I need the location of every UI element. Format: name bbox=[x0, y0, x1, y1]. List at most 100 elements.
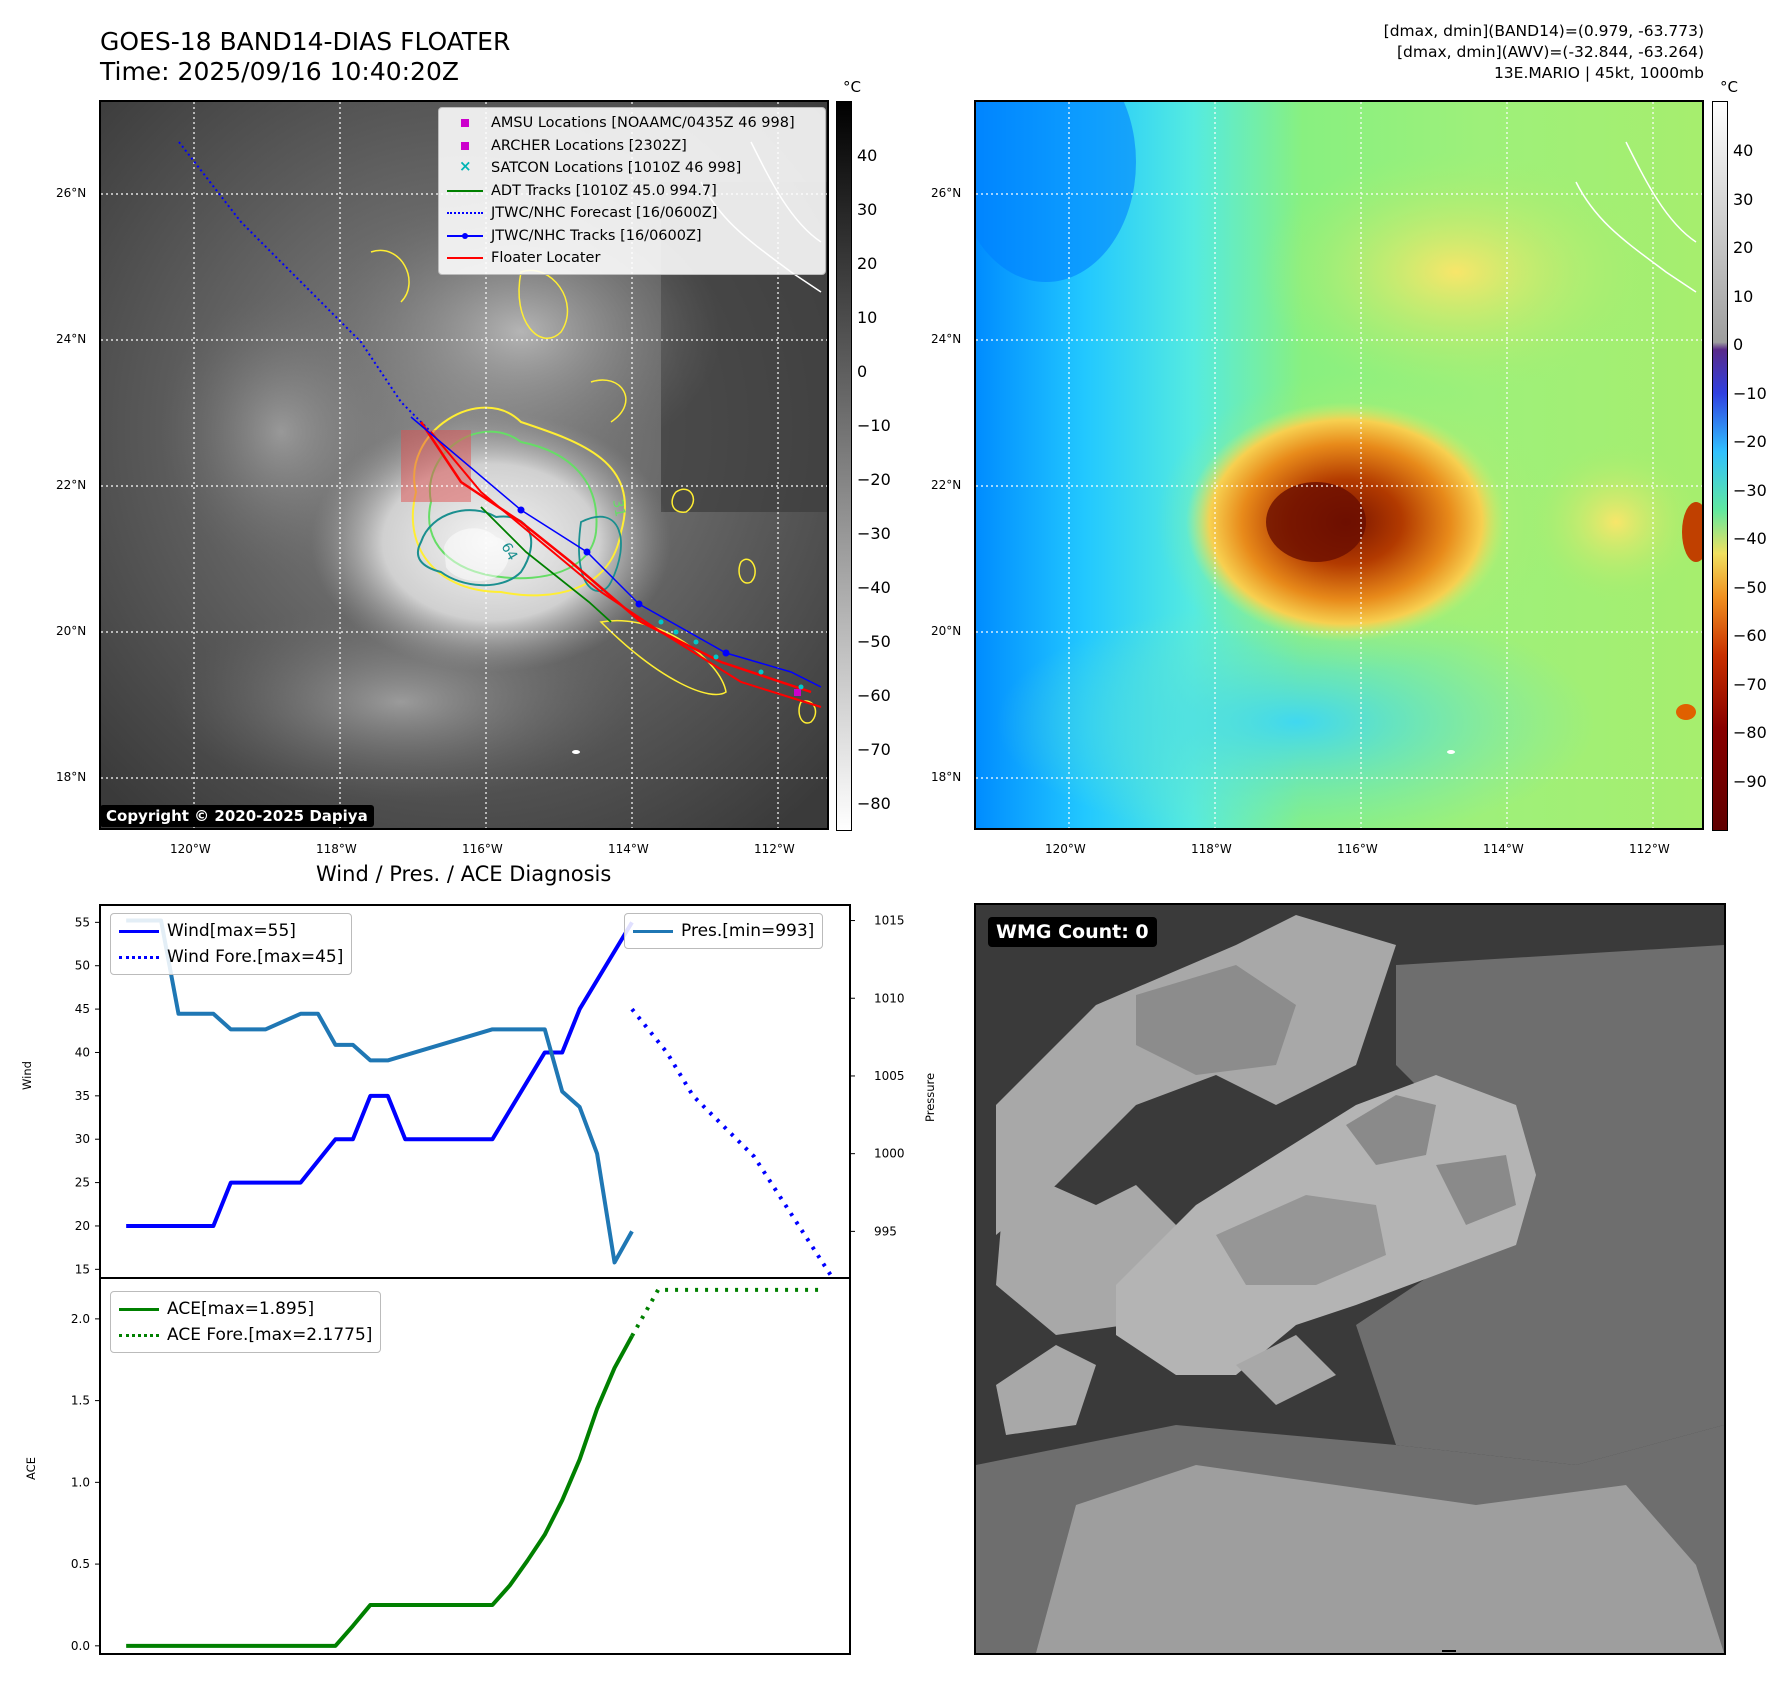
ir-map-panel: 31 64 AMSU Locations [NOAAMC/0435Z 46 99… bbox=[99, 100, 829, 830]
legend-item-forecast: JTWC/NHC Forecast [16/0600Z] bbox=[447, 202, 817, 225]
ace-ytick-label: 0.5 bbox=[71, 1557, 90, 1571]
ir-cb-tick: −10 bbox=[857, 416, 891, 435]
wind-ytick-label: 40 bbox=[75, 1045, 90, 1059]
figure-title-line2: Time: 2025/09/16 10:40:20Z bbox=[100, 57, 459, 86]
wv-cb-tick: −50 bbox=[1733, 577, 1767, 597]
ir-lon-tick-112: 112°W bbox=[754, 842, 795, 856]
ir-colorbar bbox=[836, 101, 852, 831]
wind-ytick-label: 20 bbox=[75, 1219, 90, 1233]
legend-item-satcon: × SATCON Locations [1010Z 46 998] bbox=[459, 157, 742, 177]
legend-wind-forecast: Wind Fore.[max=45] bbox=[119, 944, 343, 970]
ir-lon-tick-120: 120°W bbox=[170, 842, 211, 856]
legend-item-adt: ADT Tracks [1010Z 45.0 994.7] bbox=[447, 180, 817, 203]
wv-lat-tick-22: 22°N bbox=[931, 478, 962, 492]
ir-cb-tick: 0 bbox=[857, 362, 868, 381]
wind-legend: Wind[max=55] Wind Fore.[max=45] bbox=[110, 913, 353, 975]
legend-ace: ACE[max=1.895] bbox=[119, 1296, 372, 1322]
ir-lon-tick-118: 118°W bbox=[316, 842, 357, 856]
pressure-line bbox=[126, 918, 634, 1265]
ace-ytick-label: 0.0 bbox=[71, 1639, 90, 1653]
wv-cb-tick: −30 bbox=[1733, 480, 1767, 500]
wv-lat-tick-24: 24°N bbox=[931, 332, 962, 346]
dmax-band14-text: [dmax, dmin](BAND14)=(0.979, -63.773) bbox=[1383, 22, 1704, 40]
pressure-ytick-label: 1010 bbox=[874, 991, 905, 1005]
ir-lat-tick-22: 22°N bbox=[56, 478, 87, 492]
legend-ace-forecast: ACE Fore.[max=2.1775] bbox=[119, 1322, 372, 1348]
wind-ytick-label: 25 bbox=[75, 1176, 90, 1190]
ir-cb-tick: 40 bbox=[857, 146, 878, 165]
wv-map-image bbox=[976, 102, 1702, 828]
wind-ytick-label: 45 bbox=[75, 1002, 90, 1016]
wv-cb-tick: 20 bbox=[1733, 238, 1754, 257]
wv-cb-tick: −10 bbox=[1733, 383, 1767, 403]
ir-lat-tick-20: 20°N bbox=[56, 624, 87, 638]
storm-info-text: 13E.MARIO | 45kt, 1000mb bbox=[1493, 64, 1704, 82]
wv-lon-tick-118: 118°W bbox=[1191, 842, 1232, 856]
wv-cb-tick: −70 bbox=[1733, 674, 1767, 694]
wv-lon-tick-116: 116°W bbox=[1337, 842, 1378, 856]
ir-cb-tick: 20 bbox=[857, 254, 878, 273]
legend-pressure: Pres.[min=993] bbox=[633, 918, 814, 944]
ace-legend: ACE[max=1.895] ACE Fore.[max=2.1775] bbox=[110, 1291, 382, 1353]
wv-colorbar-unit: °C bbox=[1720, 78, 1738, 96]
dmax-awv-text: [dmax, dmin](AWV)=(-32.844, -63.264) bbox=[1397, 43, 1704, 61]
pressure-ytick-label: 1005 bbox=[874, 1069, 905, 1083]
wv-cb-tick: 10 bbox=[1733, 286, 1754, 306]
wind-ytick-label: 50 bbox=[75, 959, 90, 973]
figure-title-line1: GOES-18 BAND14-DIAS FLOATER bbox=[100, 27, 511, 56]
contour-label-31: 31 bbox=[609, 498, 628, 518]
ir-lat-tick-18: 18°N bbox=[56, 770, 87, 784]
legend-item-floater: Floater Locater bbox=[447, 247, 817, 270]
ace-axes-frame bbox=[99, 1277, 851, 1655]
ir-cb-tick: −50 bbox=[857, 632, 891, 651]
wv-cb-tick: 0 bbox=[1733, 335, 1744, 354]
wv-lon-tick-114: 114°W bbox=[1483, 842, 1524, 856]
ir-cb-tick: 10 bbox=[857, 308, 878, 327]
wv-cb-tick: −20 bbox=[1733, 432, 1767, 451]
ir-cb-tick: −80 bbox=[857, 794, 891, 813]
ir-cb-tick: −20 bbox=[857, 470, 891, 489]
pressure-legend: Pres.[min=993] bbox=[624, 913, 824, 949]
wv-cb-tick: 40 bbox=[1733, 141, 1754, 160]
wv-lon-tick-112: 112°W bbox=[1629, 842, 1670, 856]
wv-lon-tick-120: 120°W bbox=[1045, 842, 1086, 856]
ace-ytick-label: 1.5 bbox=[71, 1394, 90, 1408]
contour-label-64: 64 bbox=[498, 540, 521, 564]
legend-item-tracks: JTWC/NHC Tracks [16/0600Z] bbox=[447, 225, 817, 248]
wv-colorbar bbox=[1712, 101, 1728, 831]
pressure-axis-label: Pressure bbox=[923, 1072, 937, 1122]
wv-map-panel bbox=[974, 100, 1704, 830]
wv-cb-tick: 30 bbox=[1733, 189, 1754, 209]
wmg-count-badge: WMG Count: 0 bbox=[988, 917, 1157, 947]
pressure-ytick-label: 995 bbox=[874, 1224, 897, 1238]
legend-item-archer: ARCHER Locations [2302Z] bbox=[447, 135, 817, 158]
wv-lat-tick-18: 18°N bbox=[931, 770, 962, 784]
wv-lat-tick-26: 26°N bbox=[931, 186, 962, 200]
ace-ytick-label: 2.0 bbox=[71, 1312, 90, 1326]
wind-ytick-label: 35 bbox=[75, 1089, 90, 1103]
wind-ytick-label: 15 bbox=[75, 1262, 90, 1276]
ir-cb-tick: −60 bbox=[857, 686, 891, 705]
wmg-image bbox=[976, 905, 1724, 1653]
ir-lon-tick-116: 116°W bbox=[462, 842, 503, 856]
ir-cb-tick: −40 bbox=[857, 578, 891, 597]
pressure-ytick-label: 1015 bbox=[874, 914, 905, 928]
legend-wind: Wind[max=55] bbox=[119, 918, 343, 944]
map-legend: AMSU Locations [NOAAMC/0435Z 46 998] ARC… bbox=[438, 107, 826, 275]
wv-cb-tick: −60 bbox=[1733, 626, 1767, 645]
ir-cb-tick: −70 bbox=[857, 740, 891, 759]
ace-ytick-label: 1.0 bbox=[71, 1475, 90, 1489]
ir-cb-tick: 30 bbox=[857, 200, 878, 219]
diagnosis-title: Wind / Pres. / ACE Diagnosis bbox=[316, 862, 612, 886]
legend-item-amsu: AMSU Locations [NOAAMC/0435Z 46 998] bbox=[447, 112, 817, 135]
ir-cb-tick: −30 bbox=[857, 524, 891, 543]
wv-cb-tick: −40 bbox=[1733, 529, 1767, 548]
wind-ytick-label: 55 bbox=[75, 915, 90, 929]
wind-axis-label: Wind bbox=[20, 1061, 34, 1090]
pressure-ytick-label: 1000 bbox=[874, 1147, 905, 1161]
ir-lat-tick-26: 26°N bbox=[56, 186, 87, 200]
wmg-panel: WMG Count: 0 bbox=[974, 903, 1726, 1655]
ir-lat-tick-24: 24°N bbox=[56, 332, 87, 346]
copyright-badge: Copyright © 2020-2025 Dapiya bbox=[101, 805, 374, 827]
